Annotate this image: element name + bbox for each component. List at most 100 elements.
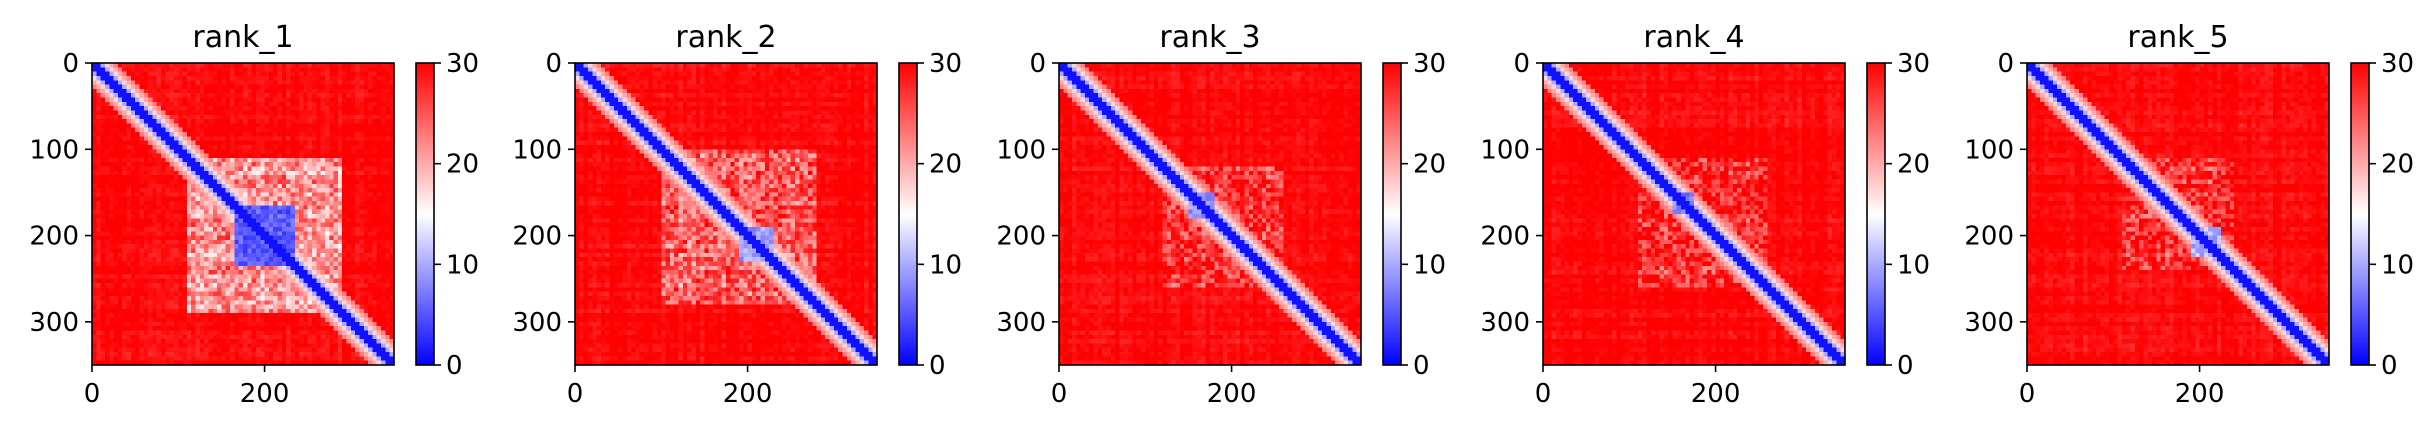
heatmap-cell <box>295 283 300 288</box>
heatmap-cell <box>135 80 140 85</box>
heatmap-cell <box>372 296 377 301</box>
heatmap-cell <box>295 201 300 206</box>
heatmap-cell <box>260 227 265 232</box>
heatmap-cell <box>161 330 166 335</box>
heatmap-cell <box>165 223 170 228</box>
heatmap-cell <box>213 335 218 340</box>
heatmap-cell <box>183 274 188 279</box>
heatmap-cell <box>122 102 127 107</box>
heatmap-cell <box>351 326 356 331</box>
heatmap-cell <box>127 300 132 305</box>
heatmap-cell <box>372 141 377 146</box>
heatmap-cell <box>114 292 119 297</box>
heatmap-cell <box>316 162 321 167</box>
heatmap-cell <box>221 348 226 353</box>
heatmap-cell <box>109 67 114 72</box>
heatmap-cell <box>101 335 106 340</box>
heatmap-cell <box>359 339 364 344</box>
heatmap-cell <box>230 240 235 245</box>
heatmap-cell <box>303 249 308 254</box>
heatmap-cell <box>247 279 252 284</box>
heatmap-cell <box>329 93 334 98</box>
heatmap-cell <box>347 106 352 111</box>
heatmap-cell <box>338 266 343 271</box>
heatmap-cell <box>239 300 244 305</box>
heatmap-cell <box>217 279 222 284</box>
heatmap-cell <box>109 197 114 202</box>
heatmap-cell <box>252 309 257 314</box>
heatmap-cell <box>347 274 352 279</box>
heatmap-cell <box>131 244 136 249</box>
heatmap-cell <box>204 253 209 258</box>
heatmap-cell <box>152 179 157 184</box>
heatmap-cell <box>144 119 149 124</box>
heatmap-cell <box>316 218 321 223</box>
heatmap-cell <box>347 119 352 124</box>
heatmap-cell <box>139 356 144 361</box>
heatmap-cell <box>278 210 283 215</box>
heatmap-cell <box>234 253 239 258</box>
heatmap-cell <box>338 119 343 124</box>
heatmap-cell <box>243 231 248 236</box>
heatmap-cell <box>372 305 377 310</box>
heatmap-cell <box>183 266 188 271</box>
heatmap-cell <box>221 244 226 249</box>
heatmap-cell <box>273 335 278 340</box>
heatmap-cell <box>377 266 382 271</box>
heatmap-cell <box>368 266 373 271</box>
heatmap-cell <box>135 128 140 133</box>
heatmap-cell <box>213 85 218 90</box>
heatmap-cell <box>372 352 377 357</box>
heatmap-cell <box>196 115 201 120</box>
heatmap-cell <box>359 261 364 266</box>
heatmap-cell <box>377 128 382 133</box>
heatmap-cell <box>385 115 390 120</box>
heatmap-cell <box>342 309 347 314</box>
heatmap-cell <box>368 149 373 154</box>
heatmap-cell <box>316 266 321 271</box>
heatmap-cell <box>334 89 339 94</box>
heatmap-cell <box>338 356 343 361</box>
heatmap-cell <box>372 136 377 141</box>
heatmap-cell <box>299 98 304 103</box>
heatmap-cell <box>208 179 213 184</box>
heatmap-cell <box>265 343 270 348</box>
heatmap-cell <box>385 205 390 210</box>
heatmap-cell <box>152 201 157 206</box>
heatmap-cell <box>101 343 106 348</box>
heatmap-cell <box>312 80 317 85</box>
heatmap-cell <box>204 244 209 249</box>
heatmap-cell <box>204 348 209 353</box>
heatmap-cell <box>308 218 313 223</box>
heatmap-cell <box>359 85 364 90</box>
heatmap-cell <box>247 85 252 90</box>
heatmap-cell <box>234 205 239 210</box>
heatmap-cell <box>213 236 218 241</box>
heatmap-cell <box>122 145 127 150</box>
heatmap-cell <box>161 270 166 275</box>
heatmap-cell <box>377 132 382 137</box>
heatmap-cell <box>183 136 188 141</box>
heatmap-cell <box>368 210 373 215</box>
heatmap-cell <box>325 205 330 210</box>
heatmap-cell <box>368 352 373 357</box>
heatmap-cell <box>96 201 101 206</box>
heatmap-cell <box>204 167 209 172</box>
heatmap-cell <box>239 179 244 184</box>
heatmap-cell <box>295 102 300 107</box>
heatmap-cell <box>131 305 136 310</box>
heatmap-cell <box>152 106 157 111</box>
heatmap-cell <box>381 184 386 189</box>
heatmap-cell <box>170 326 175 331</box>
heatmap-cell <box>148 261 153 266</box>
heatmap-cell <box>213 110 218 115</box>
heatmap-cell <box>265 335 270 340</box>
heatmap-cell <box>321 132 326 137</box>
heatmap-cell <box>308 352 313 357</box>
heatmap-cell <box>256 270 261 275</box>
heatmap-cell <box>105 218 110 223</box>
heatmap-cell <box>316 171 321 176</box>
heatmap-cell <box>278 335 283 340</box>
heatmap-cell <box>260 179 265 184</box>
